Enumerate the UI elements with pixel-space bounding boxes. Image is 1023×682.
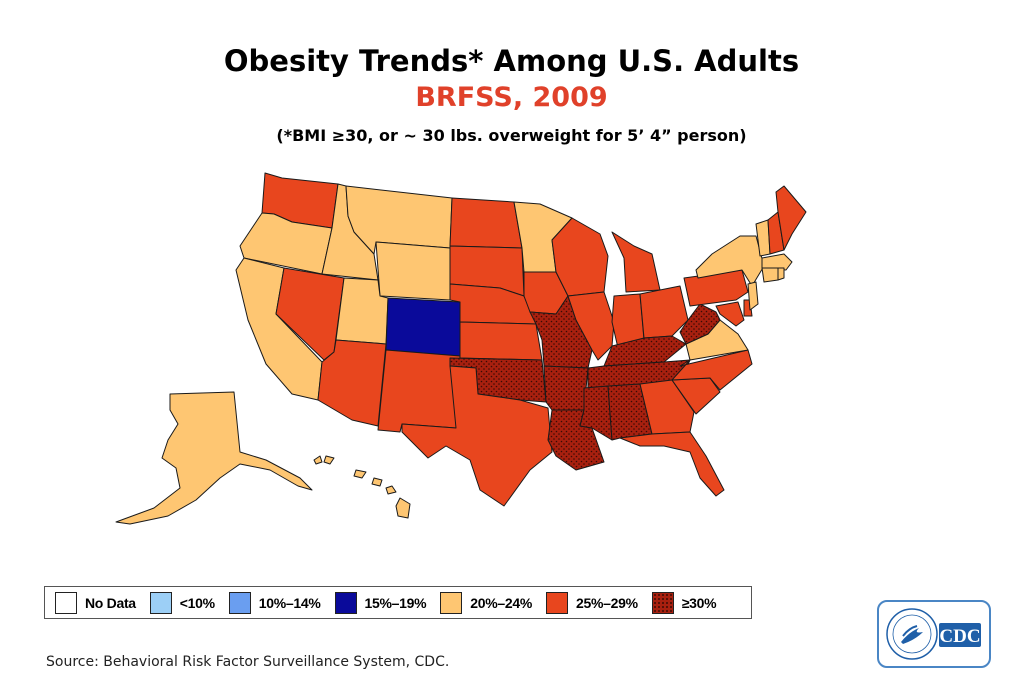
legend-item: 20%–24%: [440, 591, 532, 614]
legend-swatch: [546, 591, 568, 614]
legend-swatch: [440, 591, 463, 614]
legend-label: 25%–29%: [576, 594, 638, 611]
state-illinois: [567, 291, 615, 361]
cdc-logo: CDC: [877, 600, 991, 668]
legend-swatch: [651, 591, 674, 614]
source-note: Source: Behavioral Risk Factor Surveilla…: [46, 654, 450, 670]
state-newmexico: [377, 349, 461, 433]
state-florida: [619, 431, 725, 497]
state-rhodeisland: [777, 267, 785, 281]
state-hawaii-4: [371, 477, 383, 487]
legend-swatch: [334, 591, 357, 614]
chart-note: (*BMI ≥30, or ~ 30 lbs. overweight for 5…: [276, 126, 747, 145]
legend-item: 10%–14%: [228, 591, 321, 614]
legend-label: 10%–14%: [258, 594, 321, 611]
state-hawaii-5: [385, 485, 397, 495]
legend-label: <10%: [179, 594, 215, 611]
state-texas: [401, 365, 553, 507]
legend-swatch: [149, 591, 172, 614]
state-hawaii-3: [353, 469, 367, 479]
legend-label: 15%–19%: [364, 594, 427, 611]
state-ohio: [639, 285, 689, 339]
legend-item: <10%: [149, 591, 215, 614]
state-pennsylvania: [683, 269, 749, 307]
legend: No Data <10% 10%–14% 15%–19% 20%–24% 25%–29% ≥…: [44, 586, 752, 619]
legend-label: ≥30%: [681, 594, 717, 611]
state-michigan: [611, 231, 661, 293]
state-westvirginia: [679, 303, 721, 345]
legend-swatch: [228, 591, 251, 614]
state-northdakota: [449, 197, 523, 249]
state-connecticut: [761, 267, 779, 283]
state-alaska: [115, 391, 313, 525]
legend-item: 25%–29%: [546, 591, 638, 614]
state-arizona: [317, 339, 387, 427]
state-northcarolina: [671, 349, 753, 391]
state-newjersey: [747, 281, 759, 311]
state-maryland: [715, 301, 745, 327]
state-wisconsin: [551, 217, 609, 297]
legend-label: 20%–24%: [470, 594, 532, 611]
state-hawaii-1: [313, 455, 323, 465]
state-georgia: [639, 379, 695, 435]
cdc-logo-text: CDC: [939, 626, 980, 647]
state-hawaii-2: [323, 455, 335, 465]
state-massachusetts: [761, 253, 793, 271]
state-kansas: [459, 321, 543, 361]
chart-subtitle: BRFSS, 2009: [415, 82, 608, 113]
legend-label: No Data: [85, 594, 136, 611]
state-arkansas: [543, 365, 589, 411]
state-hawaii-6: [395, 497, 411, 519]
chart-title: Obesity Trends* Among U.S. Adults: [223, 44, 800, 78]
state-missouri: [529, 295, 593, 369]
legend-item: 15%–19%: [334, 591, 427, 614]
state-wyoming: [375, 241, 451, 301]
legend-item: No Data: [55, 591, 136, 614]
legend-swatch: [55, 591, 77, 614]
state-colorado: [385, 297, 461, 357]
legend-item: ≥30%: [651, 591, 717, 614]
state-maine: [775, 185, 807, 251]
